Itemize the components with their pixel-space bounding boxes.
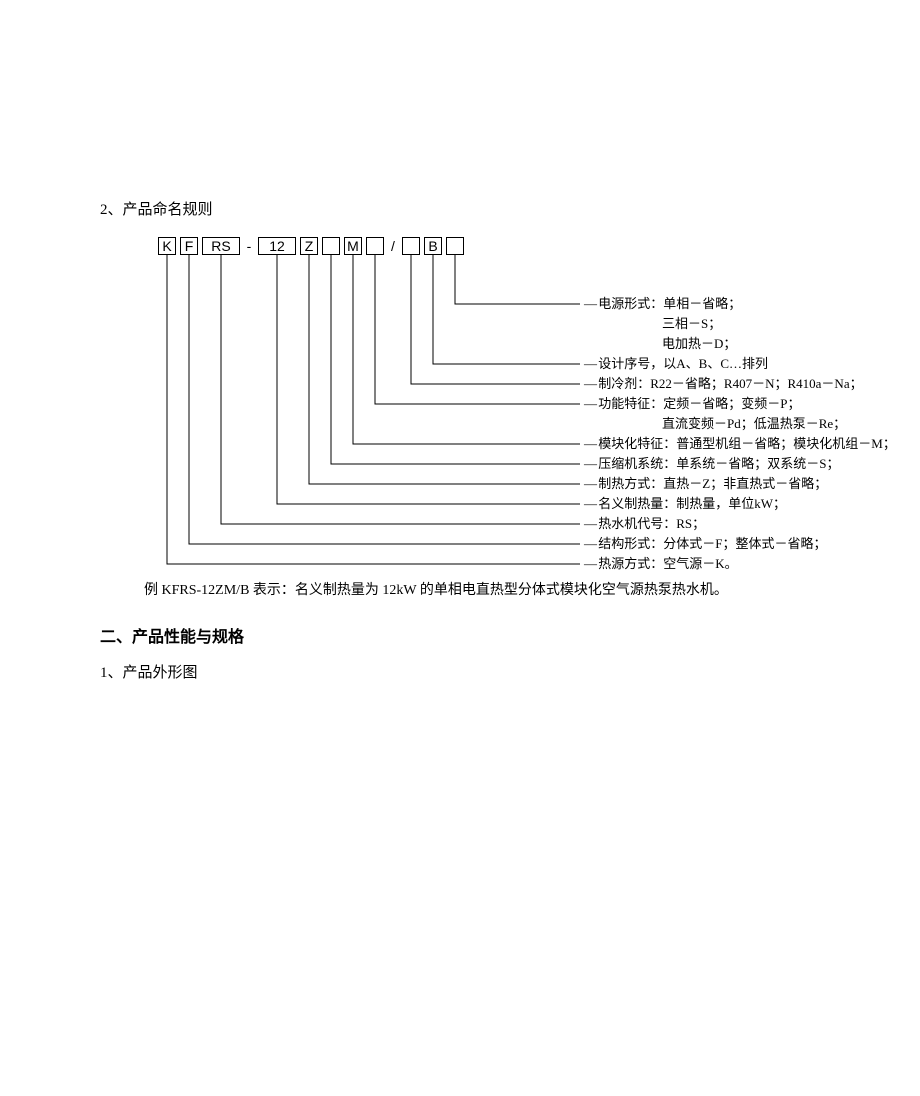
section-naming-rule: 2、产品命名规则	[100, 198, 820, 219]
desc-heating-mode: — 制热方式：直热－Z；非直热式－省略；	[584, 475, 896, 493]
description-column: — 电源形式：单相－省略； 三相－S； 电加热－D； — 设计序号，以A、B、C…	[584, 295, 896, 575]
example-text: 例 KFRS-12ZM/B 表示：名义制热量为 12kW 的单相电直热型分体式模…	[100, 579, 820, 599]
naming-diagram: K F RS - 12 Z M / B	[158, 237, 820, 571]
desc-waterheater-code: — 热水机代号：RS；	[584, 515, 896, 533]
desc-design-seq: — 设计序号，以A、B、C…排列	[584, 355, 896, 373]
section-title: 产品命名规则	[123, 202, 213, 218]
section3-title: 产品外形图	[123, 665, 198, 681]
section-spec-title: 二、产品性能与规格	[100, 623, 820, 647]
desc-nominal-heat: — 名义制热量：制热量，单位kW；	[584, 495, 896, 513]
desc-function: — 功能特征：定频－省略；变频－P；	[584, 395, 896, 413]
desc-power-ext1: 三相－S；	[584, 315, 896, 333]
desc-structure: — 结构形式：分体式－F；整体式－省略；	[584, 535, 896, 553]
desc-compressor: — 压缩机系统：单系统－省略；双系统－S；	[584, 455, 896, 473]
desc-modular: — 模块化特征：普通型机组－省略；模块化机组－M；	[584, 435, 896, 453]
desc-power-ext2: 电加热－D；	[584, 335, 896, 353]
section-outline-drawing: 1、产品外形图	[100, 661, 820, 682]
desc-heat-source: — 热源方式：空气源－K。	[584, 555, 896, 573]
desc-power: — 电源形式：单相－省略；	[584, 295, 896, 313]
section3-number: 1、	[100, 665, 123, 681]
section-number: 2、	[100, 202, 123, 218]
desc-function-ext1: 直流变频－Pd；低温热泵－Re；	[584, 415, 896, 433]
desc-refrigerant: — 制冷剂：R22－省略；R407－N；R410a－Na；	[584, 375, 896, 393]
